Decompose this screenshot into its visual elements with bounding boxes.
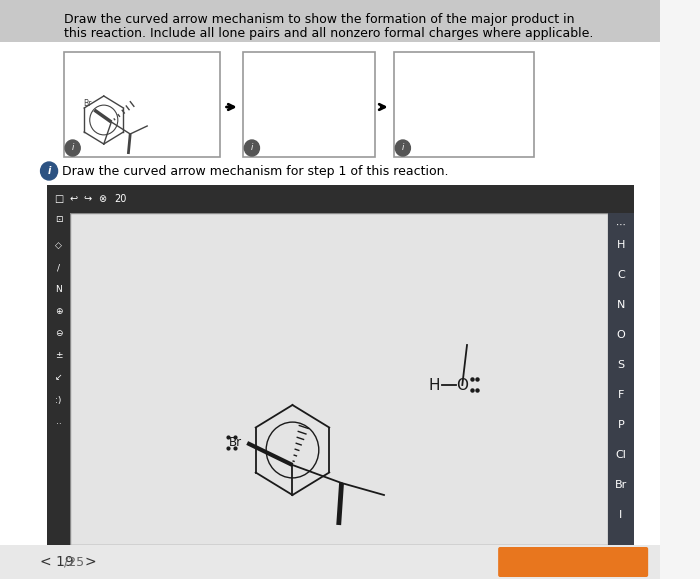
Bar (0, 0, 660, 42)
Bar (70, 213, 608, 545)
Text: O: O (617, 330, 625, 340)
Text: Cl: Cl (615, 450, 626, 460)
Text: /25: /25 (64, 555, 84, 569)
Text: S: S (617, 360, 624, 370)
Text: i: i (251, 144, 253, 152)
Text: i: i (402, 144, 404, 152)
Text: C: C (617, 270, 624, 280)
Text: I: I (620, 510, 622, 520)
Text: H: H (428, 378, 440, 393)
FancyBboxPatch shape (498, 547, 648, 577)
Text: Draw the curved arrow mechanism to show the formation of the major product in: Draw the curved arrow mechanism to show … (64, 13, 575, 26)
Text: this reaction. Include all lone pairs and all nonzero formal charges where appli: this reaction. Include all lone pairs an… (64, 27, 594, 40)
Text: O: O (456, 378, 468, 393)
Text: N: N (55, 285, 62, 295)
Bar (0, 545, 660, 579)
Text: F: F (617, 390, 624, 400)
Text: Br: Br (615, 480, 627, 490)
Bar (64, 52, 220, 157)
Text: H: H (617, 240, 625, 250)
Text: □: □ (54, 194, 63, 204)
Text: P: P (617, 420, 624, 430)
Circle shape (65, 140, 80, 156)
Text: 20: 20 (115, 194, 127, 204)
Text: ..: .. (55, 417, 62, 427)
Text: ↪: ↪ (84, 194, 92, 204)
Text: N: N (617, 300, 625, 310)
Circle shape (395, 140, 410, 156)
Text: ↩: ↩ (69, 194, 78, 204)
Text: /: / (57, 263, 60, 273)
Bar (244, 52, 375, 157)
Text: :): :) (55, 395, 62, 405)
Text: ↙: ↙ (55, 373, 62, 383)
Bar (608, 213, 634, 545)
Text: Br: Br (83, 99, 92, 108)
Text: ⊡: ⊡ (55, 215, 62, 225)
Text: ⊗: ⊗ (98, 194, 106, 204)
Text: ±: ± (55, 351, 62, 361)
Text: i: i (71, 144, 74, 152)
Circle shape (41, 162, 57, 180)
Text: i: i (48, 166, 50, 176)
Bar (47, 185, 634, 213)
Bar (394, 52, 534, 157)
Circle shape (244, 140, 260, 156)
Text: Draw the curved arrow mechanism for step 1 of this reaction.: Draw the curved arrow mechanism for step… (62, 164, 449, 178)
Text: < 19: < 19 (40, 555, 74, 569)
Text: ⊖: ⊖ (55, 329, 62, 339)
Text: ◇: ◇ (55, 240, 62, 250)
Text: ⊕: ⊕ (55, 307, 62, 317)
Text: ⋯: ⋯ (616, 220, 626, 230)
Bar (47, 213, 70, 545)
Text: >: > (85, 555, 97, 569)
Text: Br: Br (228, 435, 242, 449)
